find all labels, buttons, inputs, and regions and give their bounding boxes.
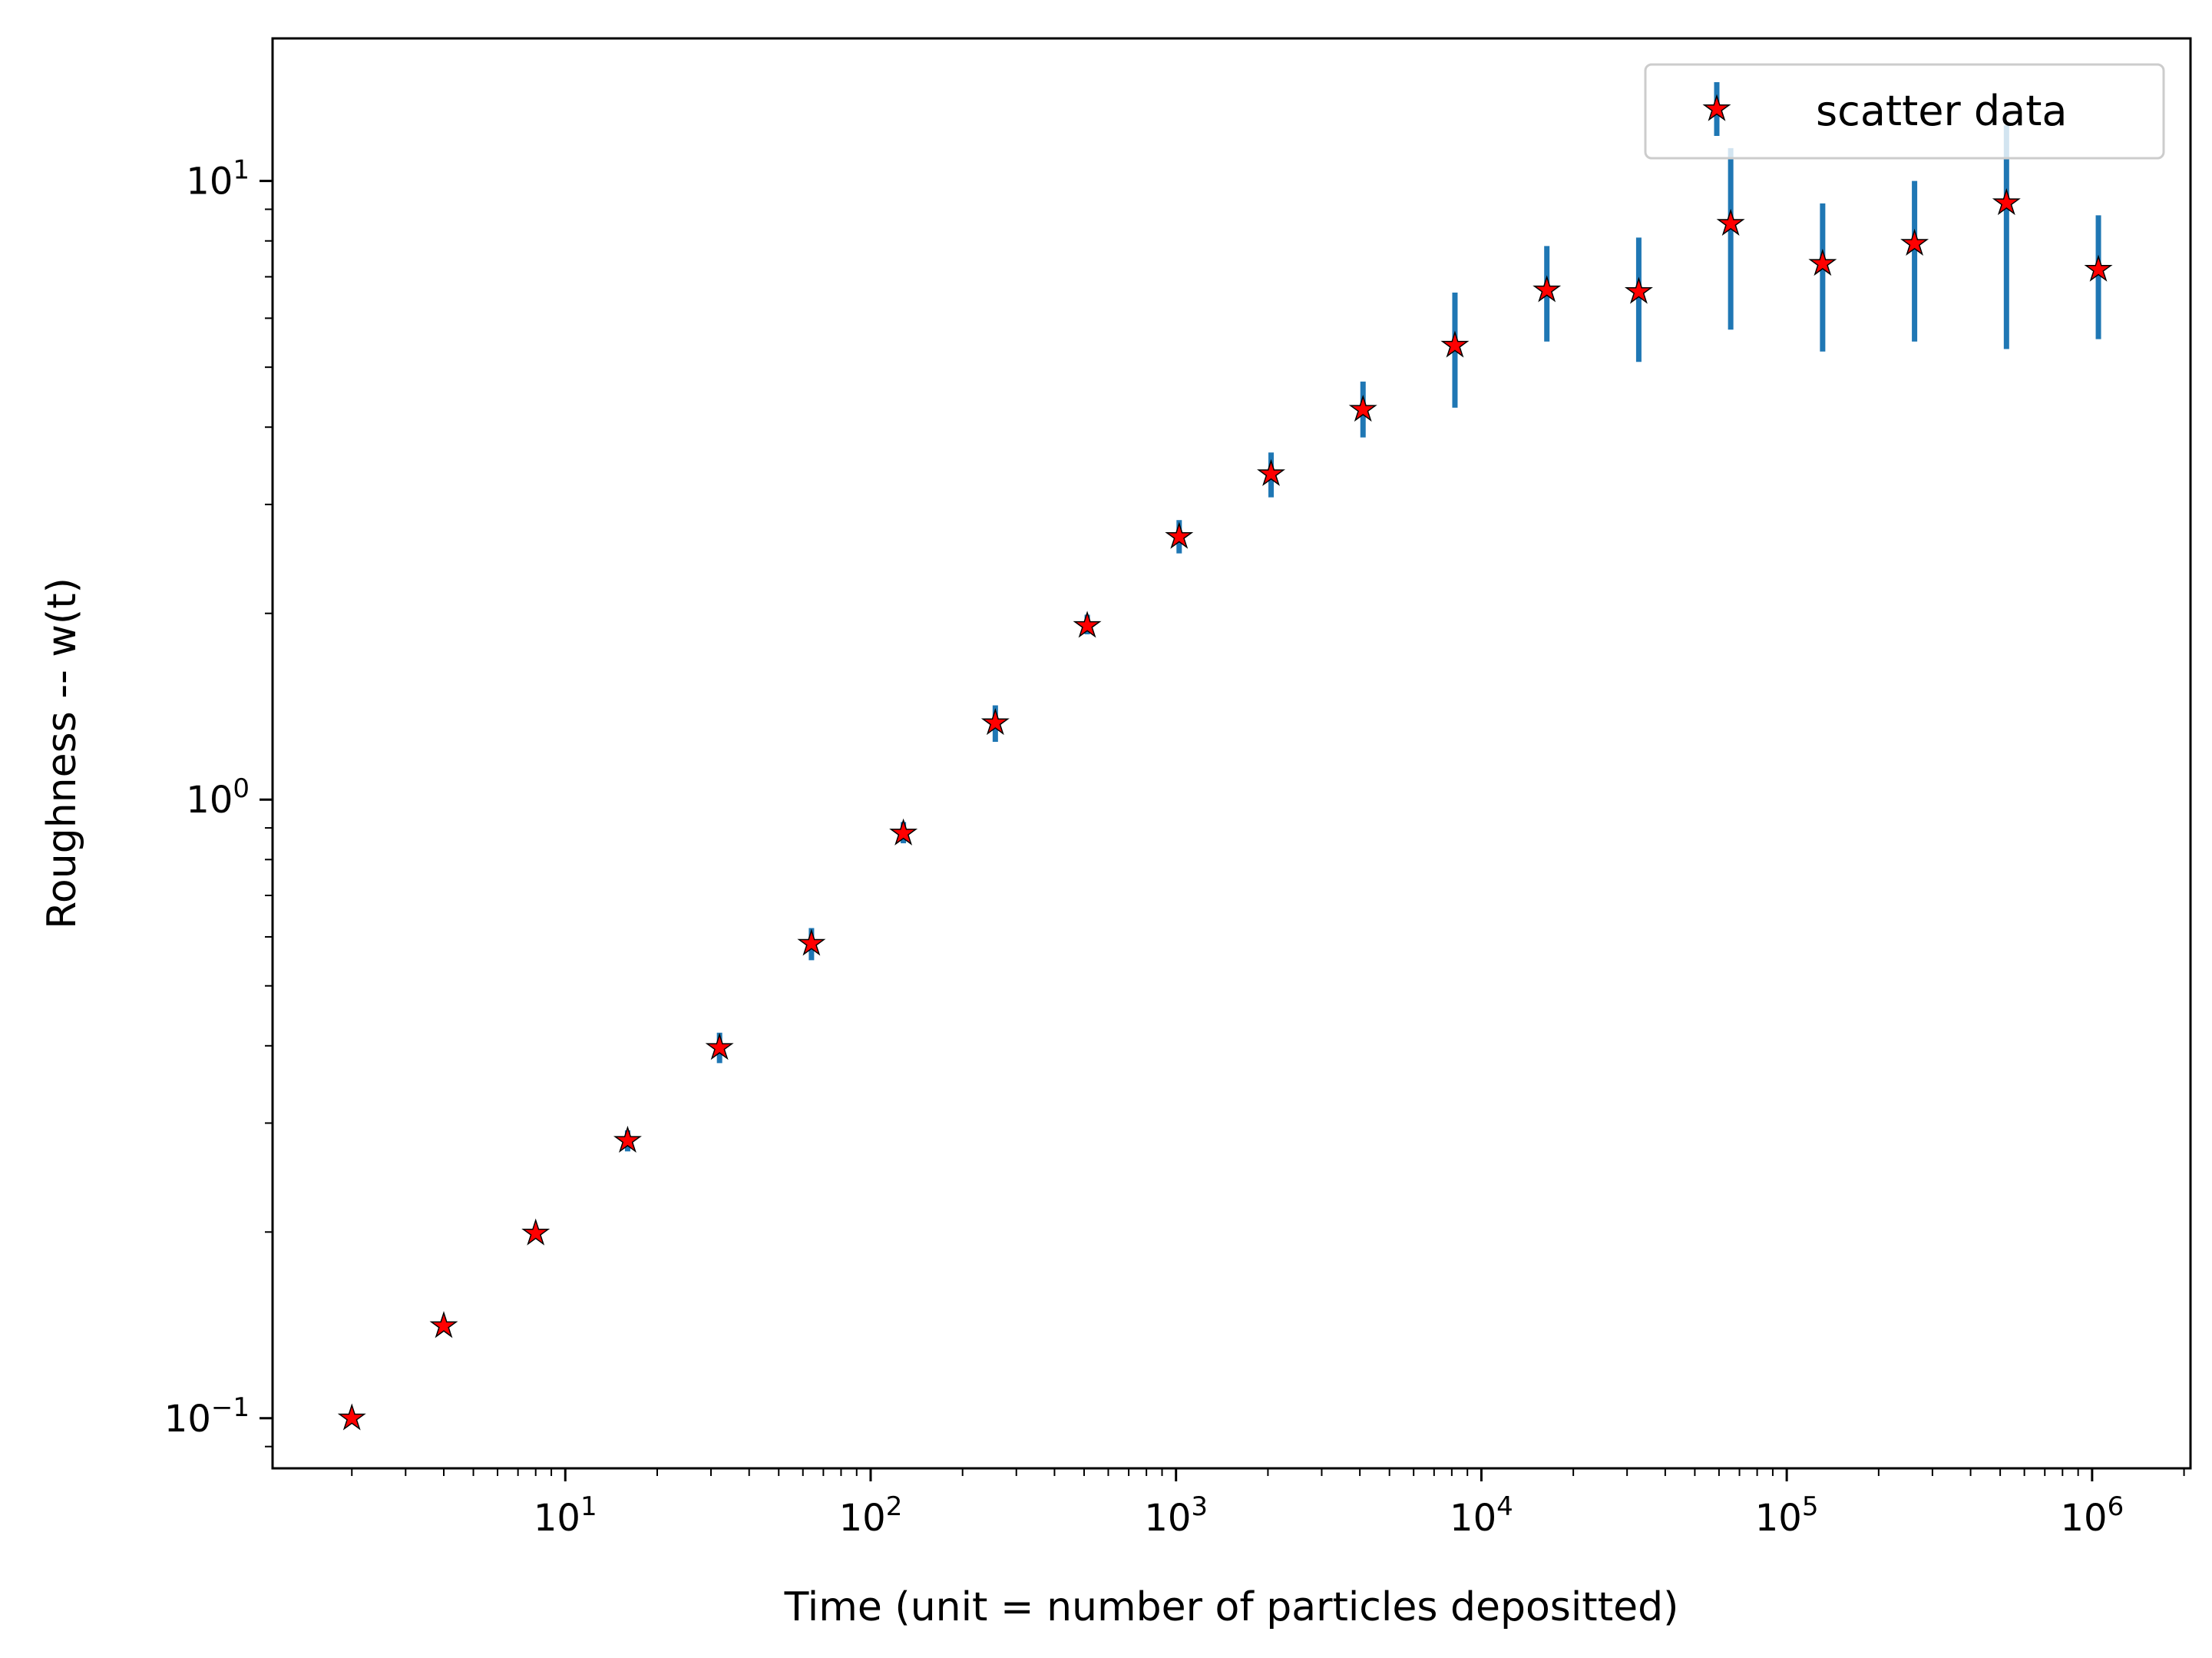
x-tick-label: 103 — [1144, 1491, 1208, 1540]
data-point-star — [1900, 228, 1929, 256]
data-point-star — [337, 1403, 366, 1431]
plot-frame — [271, 37, 2192, 1470]
data-point-star — [2084, 254, 2113, 282]
data-point-star — [1348, 394, 1377, 422]
data-point-star — [1533, 275, 1562, 303]
x-tick-label: 105 — [1755, 1491, 1819, 1540]
x-tick-label: 106 — [2060, 1491, 2124, 1540]
x-tick-label: 102 — [839, 1491, 903, 1540]
data-point-star — [613, 1125, 642, 1153]
legend-entry-label: scatter data — [1816, 87, 2067, 135]
data-point-star — [429, 1311, 458, 1339]
y-tick-label: 101 — [186, 155, 250, 204]
errorbar-layer — [533, 125, 2101, 1239]
data-point-star — [797, 928, 826, 956]
marker-layer — [337, 188, 2113, 1431]
legend-box — [1644, 63, 2165, 160]
legend-marker-handle — [1702, 82, 1731, 136]
plot-area-background — [273, 38, 2191, 1468]
data-point-star — [1624, 276, 1653, 304]
x-tick-label: 101 — [534, 1491, 597, 1540]
y-axis-label: Roughness -- w(t) — [39, 577, 85, 929]
data-point-star — [980, 708, 1010, 736]
data-point-star — [1716, 208, 1745, 236]
legend-star-sample — [1702, 94, 1731, 121]
data-point-star — [1808, 248, 1837, 276]
data-point-star — [1073, 611, 1102, 638]
y-tick-label: 100 — [186, 773, 250, 822]
x-tick-label: 104 — [1450, 1491, 1513, 1540]
data-point-star — [889, 818, 918, 846]
x-axis-label: Time (unit = number of particles deposit… — [784, 1584, 1679, 1630]
data-point-star — [705, 1033, 734, 1061]
data-point-star — [1440, 330, 1470, 358]
data-point-star — [1165, 521, 1194, 549]
x-axis-ticks: 101 102 103 104 105 106 — [351, 1468, 2185, 1540]
legend: scatter data — [1644, 63, 2165, 160]
data-point-star — [1992, 188, 2021, 216]
y-axis-ticks: 10−1 100 101 — [164, 155, 273, 1448]
data-point-star — [521, 1218, 551, 1246]
data-point-star — [1257, 458, 1285, 486]
y-tick-label: 10−1 — [164, 1392, 250, 1441]
